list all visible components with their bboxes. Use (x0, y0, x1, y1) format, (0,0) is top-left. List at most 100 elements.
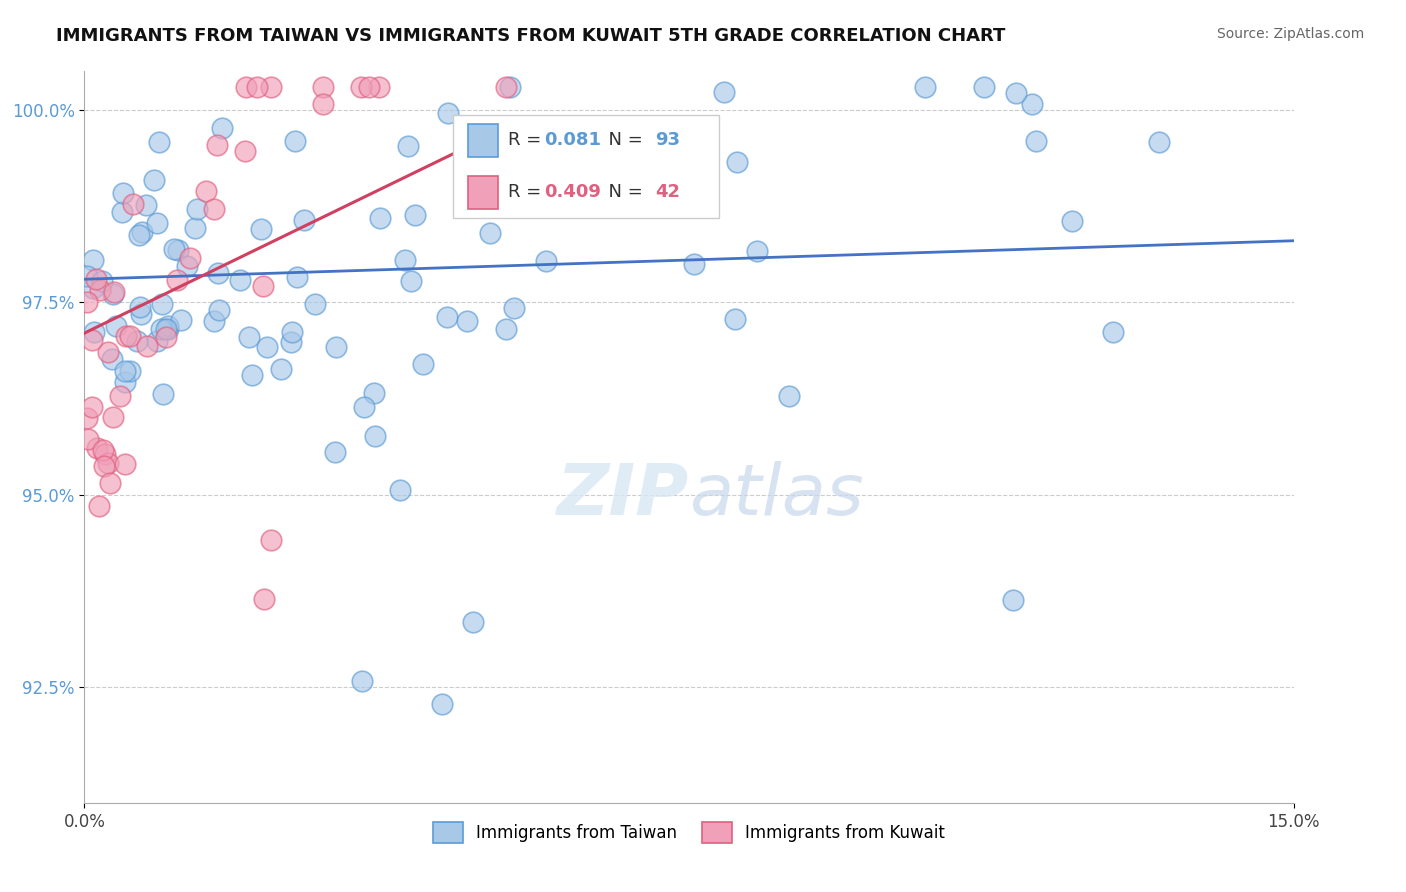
Text: R =: R = (508, 131, 547, 150)
Text: N =: N = (598, 131, 648, 150)
Point (163, 242, 186, 256)
Text: 42: 42 (655, 184, 681, 202)
Text: 0.081: 0.081 (544, 131, 600, 150)
Point (105, 318, 128, 333)
Point (111, 204, 134, 219)
Point (82, 253, 104, 268)
Point (166, 273, 188, 287)
Point (349, 79, 371, 94)
Point (207, 267, 229, 281)
Point (325, 340, 347, 354)
Point (250, 222, 273, 236)
Point (260, 533, 283, 547)
Point (252, 278, 274, 293)
Point (235, 79, 257, 94)
Point (683, 257, 706, 271)
Point (973, 79, 995, 94)
Point (90, 274, 112, 288)
Point (292, 213, 315, 227)
Point (211, 120, 233, 135)
Point (1025, 135, 1047, 149)
Point (202, 202, 225, 216)
Point (129, 300, 152, 314)
Point (149, 321, 172, 335)
Point (97, 345, 120, 359)
Point (155, 330, 177, 344)
Point (146, 334, 169, 349)
Point (98, 476, 121, 491)
Point (112, 186, 135, 200)
Text: Source: ZipAtlas.com: Source: ZipAtlas.com (1216, 27, 1364, 41)
Point (128, 228, 150, 243)
Point (235, 144, 257, 158)
Point (76, 268, 98, 283)
Text: IMMIGRANTS FROM TAIWAN VS IMMIGRANTS FROM KUWAIT 5TH GRADE CORRELATION CHART: IMMIGRANTS FROM TAIWAN VS IMMIGRANTS FRO… (56, 27, 1005, 45)
Point (148, 136, 170, 150)
Point (238, 330, 260, 344)
Point (1021, 97, 1043, 112)
Point (364, 429, 387, 443)
Point (259, 79, 281, 94)
Point (76, 410, 98, 425)
Point (363, 386, 385, 401)
Point (246, 79, 269, 94)
Point (396, 138, 419, 153)
Point (122, 196, 145, 211)
Point (499, 79, 522, 94)
Point (285, 269, 308, 284)
Point (184, 220, 207, 235)
FancyBboxPatch shape (468, 124, 498, 157)
Point (432, 697, 454, 711)
Point (456, 314, 478, 328)
Point (169, 313, 191, 327)
Point (589, 122, 612, 136)
Point (120, 328, 142, 343)
Point (479, 226, 502, 240)
Point (77, 433, 100, 447)
Point (83, 326, 105, 340)
Point (101, 352, 124, 367)
Point (114, 375, 136, 389)
FancyBboxPatch shape (453, 115, 720, 218)
Point (157, 319, 180, 334)
Point (353, 400, 375, 414)
Point (152, 386, 174, 401)
Point (125, 334, 148, 349)
Point (87, 499, 110, 513)
Point (94, 447, 117, 461)
Point (136, 339, 159, 353)
Point (1002, 592, 1025, 607)
Point (176, 259, 198, 273)
Point (1005, 86, 1028, 100)
Point (370, 211, 392, 225)
Point (108, 389, 131, 403)
Point (1102, 325, 1125, 339)
Point (240, 368, 263, 383)
Point (312, 79, 335, 94)
Text: R =: R = (508, 184, 547, 202)
Point (80, 333, 103, 347)
Point (745, 244, 768, 258)
Point (724, 311, 747, 326)
Point (202, 314, 225, 328)
Text: 0.409: 0.409 (544, 184, 600, 202)
Point (118, 364, 141, 378)
Point (399, 274, 422, 288)
Point (129, 307, 152, 321)
Point (195, 184, 218, 198)
Point (461, 615, 484, 629)
Point (97, 456, 120, 470)
Point (229, 273, 252, 287)
Point (146, 216, 169, 230)
Point (620, 136, 643, 150)
Point (1147, 136, 1170, 150)
Point (581, 143, 603, 157)
Point (114, 458, 136, 472)
Point (155, 321, 177, 335)
Point (495, 322, 517, 336)
Point (412, 357, 434, 371)
Point (103, 285, 125, 299)
Point (114, 363, 136, 377)
Point (725, 154, 748, 169)
Point (103, 410, 125, 425)
